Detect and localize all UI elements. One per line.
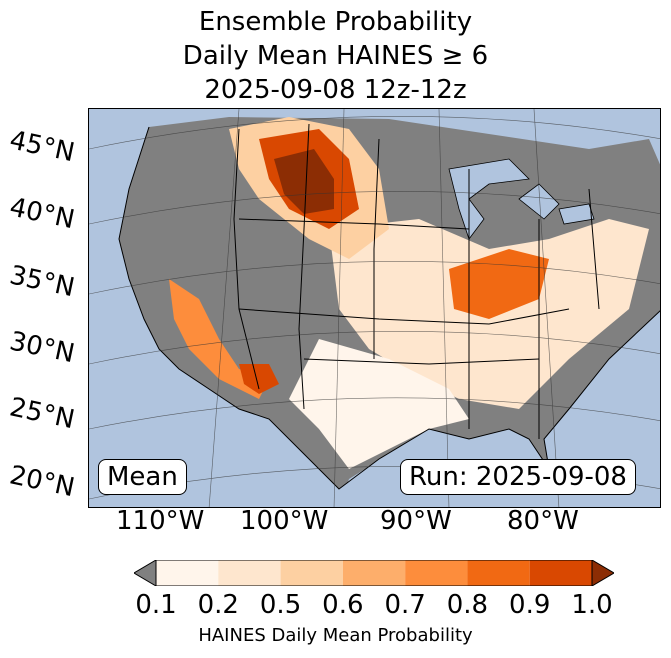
lon-label-80: 80°W (507, 506, 579, 536)
lat-label-30: 30°N (6, 326, 78, 370)
lat-label-35: 35°N (6, 260, 78, 304)
prob-region-southwest (169, 279, 269, 399)
lon-label-100: 100°W (240, 506, 329, 536)
lat-label-25: 25°N (6, 392, 78, 436)
run-label: Run: 2025-09-08 (400, 459, 636, 495)
map-canvas (89, 109, 660, 507)
state-boundaries (118, 123, 660, 490)
colorbar-tick-label: 0.1 (135, 590, 177, 620)
colorbar-tick-label: 0.8 (446, 590, 489, 620)
lon-label-110: 110°W (116, 506, 205, 536)
colorbar-tick-label: 1.0 (571, 590, 613, 620)
colorbar-tick-label: 0.2 (197, 590, 239, 620)
colorbar-cell (156, 560, 219, 586)
map-panel (88, 108, 661, 508)
colorbar-cell (342, 560, 406, 586)
lon-label-90: 90°W (380, 506, 452, 536)
colorbar-under-triangle (134, 560, 157, 586)
prob-region-north-peak (274, 149, 334, 214)
colorbar-tick-label: 0.7 (384, 590, 426, 620)
prob-region-central (289, 339, 469, 469)
colorbar-cell (405, 560, 468, 586)
colorbar-tick-label: 0.6 (322, 590, 364, 620)
lat-label-20: 20°N (6, 460, 78, 504)
colorbar-cell (529, 560, 592, 586)
colorbar-cell (218, 560, 281, 586)
colorbar-border (155, 560, 593, 586)
colorbar-over-triangle (591, 560, 614, 586)
title-line-1: Ensemble Probability (198, 7, 473, 37)
title-line-2: Daily Mean HAINES ≥ 6 (182, 41, 489, 71)
colorbar-cell (280, 560, 343, 586)
lat-label-40: 40°N (6, 192, 78, 236)
colorbar-label: HAINES Daily Mean Probability (198, 625, 473, 646)
lat-label-45: 45°N (6, 125, 78, 169)
title-line-3: 2025-09-08 12z-12z (204, 75, 467, 105)
colorbar-cell (467, 560, 530, 586)
colorbar-tick-label: 0.9 (509, 590, 551, 620)
mean-label: Mean (98, 459, 187, 495)
colorbar-tick-label: 0.5 (259, 590, 302, 620)
prob-region-arizona (239, 364, 279, 394)
colorbar (134, 560, 614, 586)
